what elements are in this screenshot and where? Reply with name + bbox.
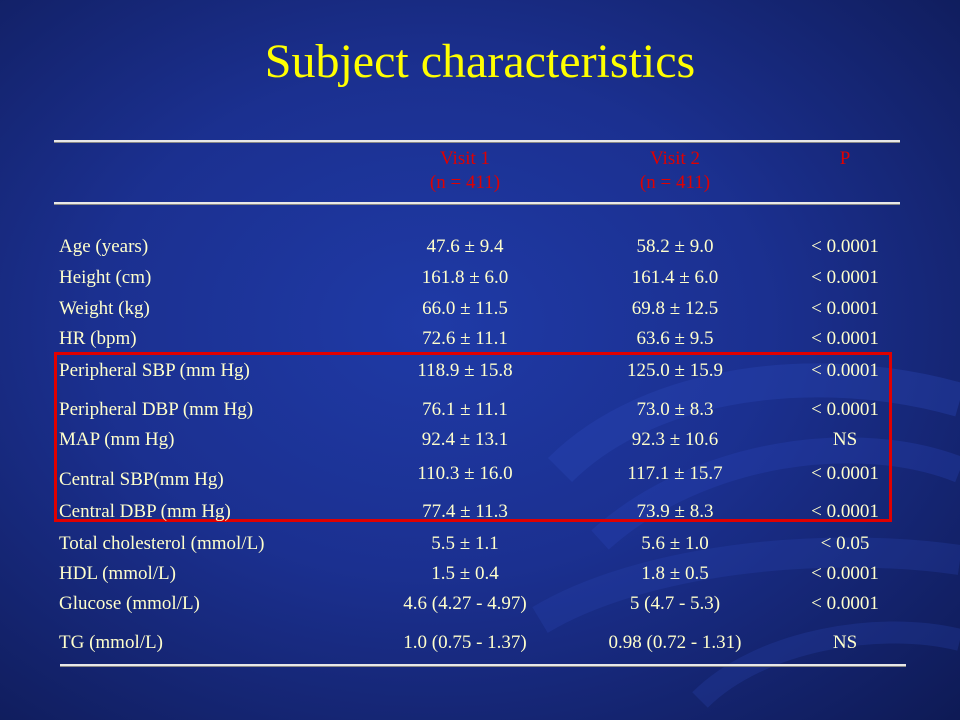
header-visit-2-title: Visit 2: [649, 148, 701, 169]
row-visit-2-value: 69.8 ± 12.5: [631, 298, 719, 319]
row-visit-1-value: 77.4 ± 11.3: [422, 501, 508, 522]
table-row: Height (cm) 161.8 ± 6.0 161.4 ± 6.0 < 0.…: [0, 266, 960, 290]
row-visit-2-value: 92.3 ± 10.6: [631, 429, 719, 450]
table-row: Peripheral SBP (mm Hg) 118.9 ± 15.8 125.…: [0, 359, 960, 383]
row-visit-1-value: 76.1 ± 11.1: [422, 399, 508, 420]
header-visit-1-title: Visit 1: [439, 148, 491, 169]
row-visit-2-value: 73.0 ± 8.3: [636, 399, 714, 420]
row-visit-1-value: 161.8 ± 6.0: [421, 267, 509, 288]
row-p-value: NS: [832, 429, 858, 450]
row-visit-2-value: 161.4 ± 6.0: [631, 267, 719, 288]
table-row: Central SBP(mm Hg) 110.3 ± 16.0 117.1 ± …: [0, 462, 960, 490]
table-row: Total cholesterol (mmol/L) 5.5 ± 1.1 5.6…: [0, 532, 960, 556]
table-row: HR (bpm) 72.6 ± 11.1 63.6 ± 9.5 < 0.0001: [0, 327, 960, 351]
table-row: Age (years) 47.6 ± 9.4 58.2 ± 9.0 < 0.00…: [0, 235, 960, 259]
row-p-value: < 0.0001: [811, 328, 879, 349]
header-visit-2: Visit 2 (n = 411): [570, 147, 780, 195]
row-label: TG (mmol/L): [59, 632, 163, 653]
row-visit-2-value: 1.8 ± 0.5: [641, 563, 709, 584]
row-p-value: < 0.0001: [811, 360, 879, 381]
header-visit-2-count: (n = 411): [639, 172, 711, 193]
row-p-value: < 0.05: [820, 533, 870, 554]
row-visit-1-value: 5.5 ± 1.1: [431, 533, 499, 554]
row-visit-2-value: 117.1 ± 15.7: [627, 463, 723, 484]
row-label: HR (bpm): [59, 328, 137, 349]
table-top-rule: [54, 140, 900, 142]
row-visit-2-value: 5 (4.7 - 5.3): [629, 593, 721, 614]
row-p-value: < 0.0001: [811, 236, 879, 257]
table-row: Peripheral DBP (mm Hg) 76.1 ± 11.1 73.0 …: [0, 398, 960, 422]
row-label: Height (cm): [59, 267, 152, 288]
row-label: Weight (kg): [59, 298, 150, 319]
row-label: Central SBP(mm Hg): [59, 469, 224, 490]
header-p-title: P: [839, 148, 851, 169]
row-visit-2-value: 0.98 (0.72 - 1.31): [608, 632, 742, 653]
row-visit-1-value: 4.6 (4.27 - 4.97): [403, 593, 527, 614]
highlight-box-blood-pressure: [54, 352, 892, 522]
row-visit-2-value: 73.9 ± 8.3: [636, 501, 714, 522]
row-visit-1-value: 1.5 ± 0.4: [431, 563, 499, 584]
row-p-value: < 0.0001: [811, 563, 879, 584]
row-visit-2-value: 125.0 ± 15.9: [627, 360, 723, 381]
row-p-value: < 0.0001: [811, 501, 879, 522]
table-row: Weight (kg) 66.0 ± 11.5 69.8 ± 12.5 < 0.…: [0, 297, 960, 321]
row-visit-1-value: 1.0 (0.75 - 1.37): [403, 632, 527, 653]
table-bottom-rule: [60, 664, 906, 666]
row-label: Age (years): [59, 236, 149, 257]
row-visit-1-value: 72.6 ± 11.1: [422, 328, 508, 349]
row-visit-1-value: 66.0 ± 11.5: [422, 298, 508, 319]
table-row: Central DBP (mm Hg) 77.4 ± 11.3 73.9 ± 8…: [0, 500, 960, 524]
page-title: Subject characteristics: [264, 35, 696, 88]
row-visit-1-value: 92.4 ± 13.1: [421, 429, 509, 450]
header-visit-1: Visit 1 (n = 411): [360, 147, 570, 195]
row-label: Glucose (mmol/L): [59, 593, 200, 614]
row-label: Peripheral DBP (mm Hg): [59, 399, 254, 420]
table-row: MAP (mm Hg) 92.4 ± 13.1 92.3 ± 10.6 NS: [0, 428, 960, 452]
row-label: Central DBP (mm Hg): [59, 501, 231, 522]
row-p-value: < 0.0001: [811, 593, 879, 614]
row-label: HDL (mmol/L): [59, 563, 176, 584]
table-header-rule: [54, 202, 900, 204]
row-visit-2-value: 63.6 ± 9.5: [636, 328, 714, 349]
row-visit-1-value: 47.6 ± 9.4: [426, 236, 504, 257]
header-p-value: P: [780, 147, 910, 171]
row-visit-1-value: 110.3 ± 16.0: [417, 463, 513, 484]
row-label: MAP (mm Hg): [59, 429, 175, 450]
row-p-value: < 0.0001: [811, 298, 879, 319]
row-p-value: NS: [832, 632, 858, 653]
row-visit-2-value: 58.2 ± 9.0: [636, 236, 714, 257]
table-row: HDL (mmol/L) 1.5 ± 0.4 1.8 ± 0.5 < 0.000…: [0, 562, 960, 586]
header-visit-1-count: (n = 411): [429, 172, 501, 193]
row-label: Peripheral SBP (mm Hg): [59, 360, 250, 381]
row-label: Total cholesterol (mmol/L): [59, 533, 265, 554]
row-p-value: < 0.0001: [811, 399, 879, 420]
table-row: TG (mmol/L) 1.0 (0.75 - 1.37) 0.98 (0.72…: [0, 631, 960, 655]
row-visit-2-value: 5.6 ± 1.0: [641, 533, 709, 554]
row-p-value: < 0.0001: [811, 267, 879, 288]
table-row: Glucose (mmol/L) 4.6 (4.27 - 4.97) 5 (4.…: [0, 592, 960, 616]
row-visit-1-value: 118.9 ± 15.8: [417, 360, 513, 381]
row-p-value: < 0.0001: [811, 463, 879, 484]
